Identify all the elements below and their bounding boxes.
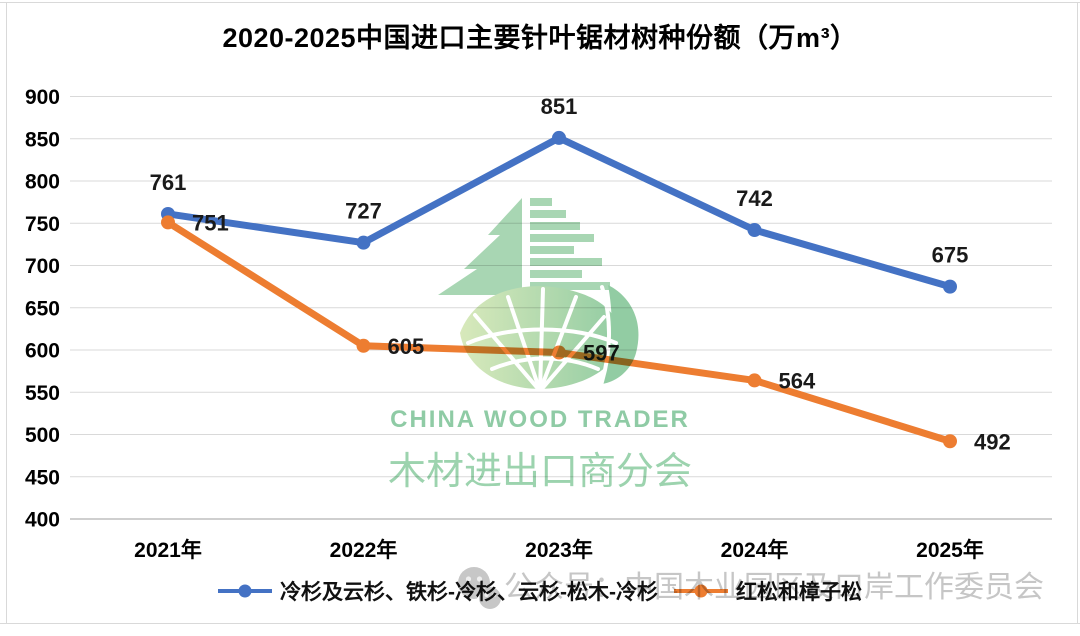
y-tick-label: 900 — [25, 86, 60, 109]
data-label: 492 — [974, 429, 1011, 454]
data-point-marker — [356, 338, 371, 353]
frame-border-right — [1077, 3, 1078, 623]
x-tick-label: 2021年 — [134, 538, 202, 562]
frame-border-left — [6, 3, 7, 623]
data-label: 742 — [736, 186, 773, 211]
y-tick-label: 450 — [25, 466, 60, 489]
data-label: 605 — [388, 334, 425, 359]
chart-legend: 冷杉及云杉、铁杉-冷杉、云杉-松木-冷杉 红松和樟子松 — [0, 576, 1080, 606]
y-tick-label: 550 — [25, 382, 60, 405]
data-label: 761 — [150, 170, 187, 195]
y-tick-label: 700 — [25, 255, 60, 278]
frame-border-bottom — [0, 623, 1080, 624]
legend-marker — [218, 584, 272, 598]
data-label: 597 — [583, 341, 620, 366]
y-tick-label: 500 — [25, 424, 60, 447]
data-point-marker — [552, 345, 566, 360]
y-tick-label: 400 — [25, 509, 60, 532]
frame-border-top — [0, 2, 1080, 3]
data-point-marker — [747, 373, 762, 388]
data-point-marker — [356, 235, 371, 250]
data-label: 727 — [345, 199, 382, 224]
y-tick-label: 650 — [25, 297, 60, 320]
series-line — [164, 134, 954, 291]
data-label: 675 — [932, 243, 969, 268]
legend-item: 红松和樟子松 — [673, 576, 862, 606]
y-tick-label: 800 — [25, 171, 60, 194]
legend-label: 冷杉及云杉、铁杉-冷杉、云杉-松木-冷杉 — [280, 581, 658, 604]
legend-item: 冷杉及云杉、铁杉-冷杉、云杉-松木-冷杉 — [218, 576, 658, 606]
data-point-marker — [747, 223, 762, 238]
data-point-marker — [552, 130, 566, 145]
data-point-marker — [943, 434, 957, 449]
legend-label: 红松和樟子松 — [735, 581, 862, 604]
legend-marker — [673, 584, 728, 598]
y-tick-label: 600 — [25, 340, 60, 363]
y-tick-label: 850 — [25, 128, 60, 151]
data-point-marker — [161, 215, 175, 230]
data-label: 751 — [192, 210, 229, 235]
y-tick-label: 750 — [25, 213, 60, 236]
chart-title: 2020-2025中国进口主要针叶锯材树种份额（万m³） — [222, 23, 858, 53]
data-point-marker — [943, 279, 957, 294]
x-tick-label: 2022年 — [330, 538, 398, 562]
data-label: 564 — [779, 368, 816, 393]
x-tick-label: 2025年 — [916, 538, 984, 562]
data-label: 851 — [541, 94, 578, 119]
x-tick-label: 2023年 — [525, 538, 593, 562]
x-tick-label: 2024年 — [721, 538, 789, 562]
